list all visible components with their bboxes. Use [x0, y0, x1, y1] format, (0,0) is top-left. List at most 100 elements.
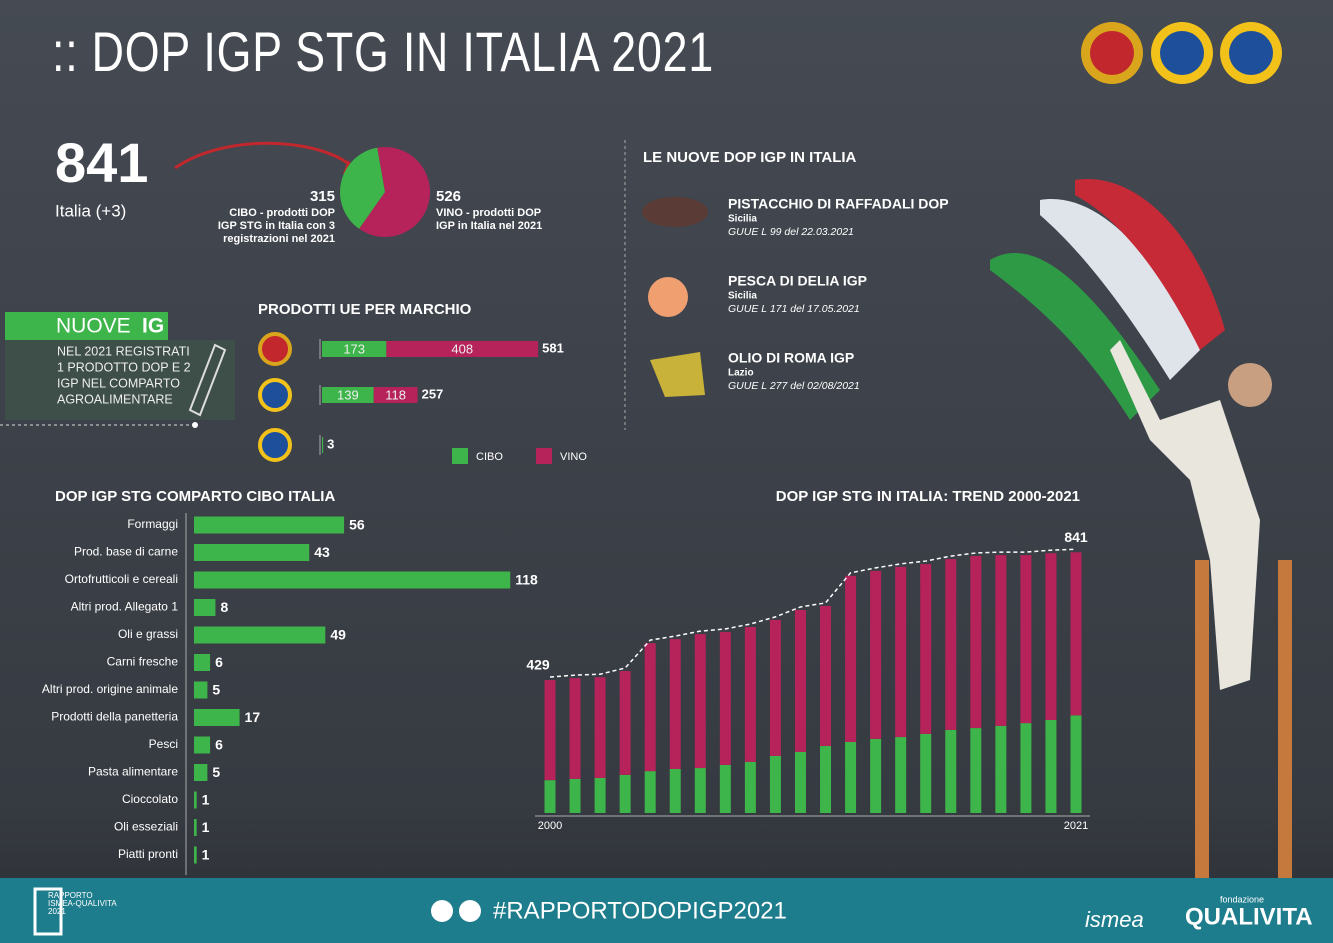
- chart-title: PRODOTTI UE PER MARCHIO: [258, 301, 472, 318]
- product-ref: GUUE L 277 del 02/08/2021: [728, 380, 860, 392]
- bar: [194, 681, 208, 699]
- bar-segment: [694, 768, 706, 813]
- bar-segment: [895, 737, 907, 813]
- bar-segment: [386, 341, 539, 357]
- painter-head: [1228, 363, 1272, 407]
- product-icon: [642, 197, 708, 227]
- chart-title: DOP IGP STG IN ITALIA: TREND 2000-2021: [776, 488, 1080, 505]
- bar-segment: [594, 677, 606, 778]
- total-label: 581: [542, 340, 564, 355]
- pie-value: 315: [310, 188, 335, 205]
- value-label: 8: [220, 599, 228, 615]
- nuove-ig-panel: [5, 340, 235, 420]
- value-label: 6: [215, 737, 223, 753]
- bar-segment: [820, 605, 832, 747]
- bar-segment: [322, 387, 374, 403]
- product-name: PESCA DI DELIA IGP: [728, 273, 867, 289]
- bar: [194, 709, 240, 726]
- bar-segment: [895, 566, 907, 738]
- bar-segment: [995, 555, 1007, 726]
- bar-segment: [1020, 555, 1032, 724]
- pie-desc: IGP in Italia nel 2021: [436, 220, 542, 232]
- bar-segment: [1045, 553, 1057, 720]
- chart-title: DOP IGP STG COMPARTO CIBO ITALIA: [55, 488, 335, 505]
- flag-white: [1040, 199, 1200, 380]
- hashtag: #RAPPORTODOPIGP2021: [493, 897, 787, 924]
- category-label: Carni fresche: [107, 655, 179, 669]
- bar: [194, 626, 326, 644]
- product-ref: GUUE L 99 del 22.03.2021: [728, 226, 854, 238]
- bar: [194, 764, 208, 781]
- ladder-rail: [1278, 560, 1292, 880]
- category-label: Pasta alimentare: [88, 765, 178, 779]
- pie-desc: registrazioni nel 2021: [223, 233, 335, 245]
- bar-segment: [669, 768, 681, 813]
- bar-segment: [995, 725, 1007, 813]
- value-label: 56: [349, 517, 365, 533]
- pen-icon: [188, 343, 227, 417]
- bar-segment: [544, 780, 556, 813]
- value-label: 49: [330, 627, 346, 643]
- x-tick-label: 2000: [538, 820, 562, 832]
- logo-stg-inner: [1229, 31, 1273, 75]
- bar-segment: [945, 729, 957, 813]
- pie-desc: CIBO - prodotti DOP: [229, 207, 335, 219]
- arrow: [174, 141, 357, 171]
- bar-segment: [769, 619, 781, 756]
- pie-slice: [340, 147, 385, 229]
- category-label: Formaggi: [127, 517, 178, 531]
- category-label: Oli esseziali: [114, 820, 178, 834]
- category-label: Prod. base di carne: [74, 545, 178, 559]
- logo-dop: [258, 332, 292, 366]
- product-icon: [650, 352, 705, 397]
- value-label: 5: [212, 764, 220, 780]
- painter: [1110, 340, 1260, 690]
- segment-label: 118: [385, 387, 406, 402]
- title: :: DOP IGP STG IN ITALIA 2021: [52, 20, 714, 83]
- fondazione: fondazione: [1220, 894, 1264, 904]
- footer-logo: [33, 887, 63, 936]
- product-region: Sicilia: [728, 214, 757, 225]
- nuove-ig-title-bold: IG: [142, 315, 164, 338]
- bar-segment: [744, 627, 756, 762]
- flag-green: [990, 252, 1160, 420]
- category-label: Piatti pronti: [118, 847, 178, 861]
- pie-desc: IGP STG in Italia con 3: [218, 220, 335, 232]
- bar-segment: [794, 751, 806, 813]
- nuove-ig-badge: [5, 312, 168, 340]
- legend-label: VINO: [560, 451, 587, 463]
- report-label: 2021: [48, 907, 66, 916]
- logo-igp-inner: [1160, 31, 1204, 75]
- nuove-ig-text: NEL 2021 REGISTRATI: [57, 344, 190, 358]
- bar-segment: [569, 778, 581, 813]
- segment-label: 408: [451, 341, 473, 356]
- report-label: RAPPORTO: [48, 891, 93, 900]
- value-label: 118: [515, 572, 538, 588]
- logo-dop-inner: [1090, 31, 1134, 75]
- bar: [194, 819, 197, 836]
- bar-segment: [719, 631, 731, 765]
- nuove-ig-text: 1 PRODOTTO DOP E 2: [57, 360, 191, 374]
- bar-segment: [920, 733, 932, 813]
- footer: [0, 878, 1333, 943]
- bar-segment: [569, 678, 581, 779]
- total-label: 257: [422, 386, 444, 401]
- legend-swatch: [536, 448, 552, 464]
- bar-segment: [694, 634, 706, 769]
- bar-segment: [794, 609, 806, 752]
- twitter-icon: [431, 900, 453, 922]
- product-icon: [648, 277, 688, 317]
- bar-segment: [845, 575, 857, 743]
- x-tick-label: 2021: [1064, 820, 1088, 832]
- segment-label: 139: [337, 387, 359, 402]
- bar: [194, 544, 310, 561]
- bar-segment: [1020, 723, 1032, 813]
- total-label: 429: [526, 657, 550, 673]
- dot: [192, 422, 198, 428]
- facebook-icon: [459, 900, 481, 922]
- legend-label: CIBO: [476, 451, 503, 463]
- bar-segment: [945, 559, 957, 730]
- category-label: Prodotti della panetteria: [51, 710, 178, 724]
